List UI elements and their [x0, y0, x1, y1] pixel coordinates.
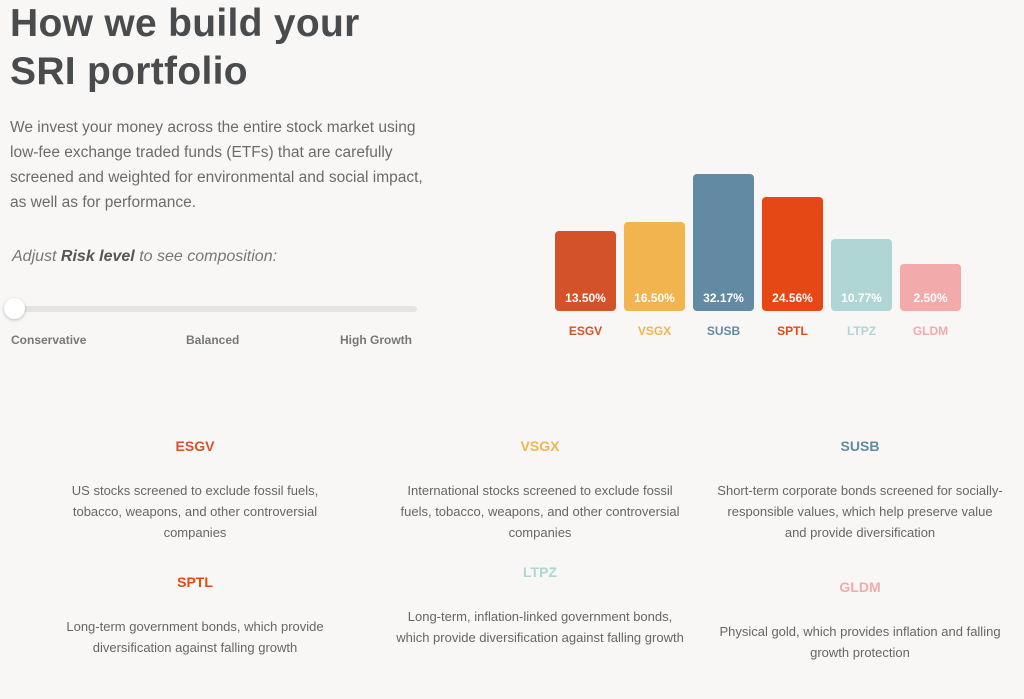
bar-value-label: 16.50% [634, 291, 675, 305]
fund-card-vsgx: VSGX International stocks screened to exc… [395, 438, 685, 543]
fund-description: Long-term government bonds, which provid… [66, 619, 324, 655]
bar-value-label: 2.50% [913, 291, 948, 305]
bar-category-label: SPTL [777, 324, 808, 338]
adjust-suffix: to see composition: [134, 248, 278, 265]
bar-esgv: 13.50% [555, 230, 616, 311]
slider-label-conservative[interactable]: Conservative [11, 333, 87, 347]
bar-value-label: 32.17% [703, 290, 744, 305]
risk-slider-track[interactable] [12, 306, 417, 312]
adjust-bold: Risk level [60, 248, 135, 265]
intro-text: We invest your money across the entire s… [10, 119, 423, 211]
fund-description: Short-term corporate bonds screened for … [717, 483, 1003, 540]
fund-ticker: VSGX [520, 438, 560, 454]
bar-category-label: GLDM [912, 324, 949, 338]
fund-card-sptl: SPTL Long-term government bonds, which pr… [50, 574, 340, 658]
bar-category-label: VSGX [637, 324, 672, 338]
slider-label-high-growth[interactable]: High Growth [340, 333, 412, 347]
fund-ticker: SUSB [840, 438, 880, 454]
fund-ticker: LTPZ [523, 564, 557, 580]
fund-card-susb: SUSB Short-term corporate bonds screened … [715, 438, 1005, 543]
fund-card-esgv: ESGV US stocks screened to exclude fossil… [50, 438, 340, 543]
fund-description: Long-term, inflation-linked government b… [396, 609, 684, 645]
risk-slider-thumb[interactable] [4, 298, 25, 319]
fund-card-gldm: GLDM Physical gold, which provides inflat… [715, 579, 1005, 663]
fund-ticker: SPTL [177, 574, 213, 590]
title-line-1: How we build your [10, 2, 360, 45]
fund-ticker: GLDM [839, 579, 881, 595]
adjust-prefix: Adjust [12, 248, 61, 265]
adjust-instruction: Adjust Risk level to see composition: [12, 248, 277, 266]
bar-value-label: 24.56% [772, 290, 813, 305]
page-title: How we build your SRI portfolio [10, 0, 360, 96]
bar-category-label: ESGV [568, 324, 603, 338]
fund-description: International stocks screened to exclude… [400, 483, 680, 540]
bar-vsgx: 16.50% [624, 221, 685, 311]
bar-value-label: 10.77% [841, 290, 882, 305]
bar-sptl: 24.56% [762, 197, 823, 311]
bar-category-label: LTPZ [846, 324, 877, 338]
bar-susb: 32.17% [693, 174, 754, 311]
bar-gldm: 2.50% [900, 263, 961, 311]
fund-ticker: ESGV [175, 438, 215, 454]
fund-card-ltpz: LTPZ Long-term, inflation-linked governme… [395, 564, 685, 648]
fund-description: Physical gold, which provides inflation … [719, 624, 1001, 660]
bar-ltpz: 10.77% [831, 238, 892, 311]
bar-value-label: 13.50% [565, 291, 606, 305]
bar-category-label: SUSB [706, 324, 741, 338]
slider-label-balanced[interactable]: Balanced [186, 333, 240, 347]
title-line-2: SRI portfolio [10, 50, 248, 93]
fund-description: US stocks screened to exclude fossil fue… [71, 483, 319, 540]
